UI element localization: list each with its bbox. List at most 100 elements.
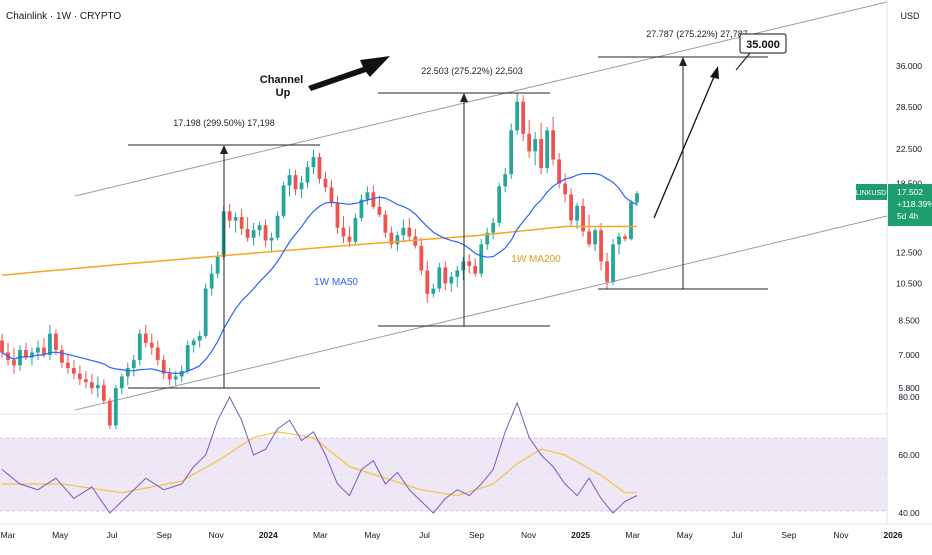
candle-down (12, 360, 16, 366)
candle-up (503, 174, 508, 187)
candle-up (48, 333, 52, 355)
rsi-tick-label: 80.00 (898, 392, 920, 402)
time-tick-label: Sep (469, 530, 484, 540)
candle-up (257, 225, 262, 231)
price-tick-label: 18.500 (896, 178, 922, 188)
channel-up-label: Channel Up (260, 74, 306, 99)
candle-up (461, 261, 466, 271)
candle-down (389, 232, 394, 245)
candle-down (167, 373, 172, 380)
badge-symbol: LINKUSD (856, 190, 886, 197)
candle-up (185, 345, 190, 371)
candle-down (323, 178, 328, 188)
candle-down (329, 187, 334, 203)
candle-down (245, 228, 250, 238)
candle-down (599, 230, 603, 262)
price-axis: 5.8007.0008.50010.50012.50015.00018.5002… (896, 61, 922, 393)
candle-down (293, 175, 298, 190)
time-tick-label: 2025 (571, 530, 590, 540)
candle-up (203, 288, 208, 336)
candle-down (551, 130, 556, 160)
candle-up (173, 376, 178, 380)
target-callout-label: 35.000 (746, 39, 780, 51)
currency-label: USD (900, 11, 920, 21)
time-tick-label: Mar (1, 530, 16, 540)
price-tick-label: 36.000 (896, 61, 922, 71)
candle-down (425, 270, 430, 294)
candle-down (605, 261, 609, 282)
candle-up (455, 270, 460, 277)
candle-down (383, 214, 388, 233)
badge-countdown: 5d 4h (897, 211, 919, 221)
candle-down (377, 206, 382, 215)
ma200-line (1, 225, 637, 276)
price-tick-label: 10.500 (896, 278, 922, 288)
candle-up (269, 237, 274, 241)
rsi-band (0, 438, 887, 511)
candle-down (101, 385, 106, 401)
candle-up (30, 352, 34, 358)
candle-down (407, 227, 412, 237)
time-tick-label: May (52, 530, 69, 540)
candle-up (299, 182, 304, 190)
candle-up (353, 218, 358, 242)
time-tick-label: May (677, 530, 694, 540)
measure-2-arrowhead (460, 93, 468, 102)
candle-up (497, 186, 502, 223)
candle-up (305, 167, 310, 183)
candle-down (263, 225, 268, 241)
time-tick-label: Jul (731, 530, 742, 540)
candle-up (479, 244, 484, 274)
candle-up (437, 267, 442, 289)
candle-up (431, 288, 436, 294)
candle-up (533, 139, 538, 152)
candle-up (125, 368, 130, 377)
candle-up (281, 185, 286, 216)
candle-down (467, 261, 472, 266)
candle-down (107, 400, 112, 426)
candle-up (95, 385, 100, 389)
measure-1-arrowhead (220, 145, 228, 154)
candle-up (215, 256, 220, 274)
candle-down (563, 183, 568, 195)
candle-up (449, 276, 454, 284)
projection-arrow (653, 71, 717, 219)
candle-up (491, 222, 496, 233)
projection-arrowhead (710, 66, 719, 79)
candle-down (24, 350, 28, 358)
measure-2-label: 22.503 (275.22%) 22,503 (421, 66, 523, 76)
candle-down (521, 101, 526, 134)
candle-up (401, 227, 406, 236)
price-tick-label: 28.500 (896, 102, 922, 112)
time-tick-label: 2026 (884, 530, 903, 540)
candle-up (485, 232, 490, 245)
candle-down (227, 211, 232, 221)
price-tick-label: 8.500 (898, 316, 920, 326)
time-tick-label: Nov (521, 530, 537, 540)
time-tick-label: Sep (781, 530, 796, 540)
last-price-badge: LINKUSD 17.502 +118.39% 5d 4h (856, 184, 932, 226)
measure-1-label: 17.198 (299.50%) 17,198 (173, 118, 275, 128)
channel-lower-line (74, 215, 888, 411)
badge-change: +118.39% (897, 199, 932, 209)
time-tick-label: Mar (625, 530, 640, 540)
candle-down (239, 217, 244, 229)
candle-down (587, 231, 591, 245)
candle-up (635, 193, 639, 203)
ma50-label: 1W MA50 (314, 277, 358, 288)
time-tick-label: 2024 (259, 530, 278, 540)
candle-down (569, 194, 574, 221)
candle-up (593, 230, 597, 245)
candle-down (161, 360, 166, 374)
candle-down (77, 373, 82, 380)
price-tick-label: 12.500 (896, 248, 922, 258)
candle-up (18, 350, 22, 366)
candle-up (365, 192, 370, 200)
candle-down (419, 245, 424, 271)
ma50-line (1, 172, 638, 374)
candle-down (143, 333, 148, 343)
candle-down (347, 236, 352, 242)
price-tick-label: 22.500 (896, 144, 922, 154)
candle-up (545, 130, 550, 168)
